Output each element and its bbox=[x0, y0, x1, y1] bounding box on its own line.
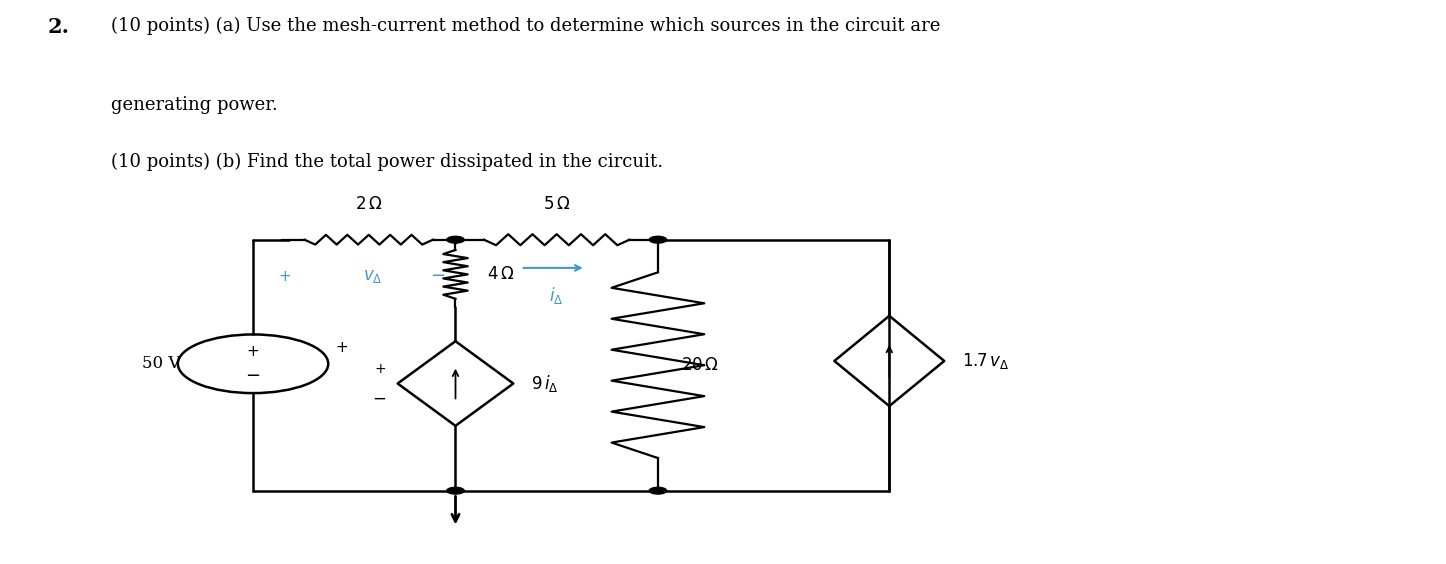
Text: 2.: 2. bbox=[48, 17, 69, 37]
Circle shape bbox=[447, 487, 464, 494]
Text: −: − bbox=[246, 367, 260, 385]
Text: $2\,\Omega$: $2\,\Omega$ bbox=[356, 195, 382, 213]
Text: −: − bbox=[431, 267, 445, 285]
Circle shape bbox=[649, 236, 667, 243]
Text: +: + bbox=[279, 269, 291, 284]
Text: +: + bbox=[375, 362, 386, 376]
Text: $1.7\,v_\Delta$: $1.7\,v_\Delta$ bbox=[962, 351, 1009, 371]
Text: $v_\Delta$: $v_\Delta$ bbox=[363, 267, 383, 285]
Circle shape bbox=[649, 487, 667, 494]
Text: +: + bbox=[247, 344, 259, 359]
Text: $20\,\Omega$: $20\,\Omega$ bbox=[681, 356, 719, 374]
Text: $5\,\Omega$: $5\,\Omega$ bbox=[544, 195, 570, 213]
Text: −: − bbox=[372, 389, 386, 407]
Text: 50 V: 50 V bbox=[142, 355, 181, 372]
Text: $4\,\Omega$: $4\,\Omega$ bbox=[487, 265, 515, 283]
Text: (10 points) (a) Use the mesh-current method to determine which sources in the ci: (10 points) (a) Use the mesh-current met… bbox=[111, 17, 941, 35]
Text: +: + bbox=[335, 340, 348, 355]
Text: $9\,i_\Delta$: $9\,i_\Delta$ bbox=[531, 373, 558, 394]
Text: $i_\Delta$: $i_\Delta$ bbox=[549, 285, 564, 306]
Text: generating power.: generating power. bbox=[111, 96, 278, 114]
Text: (10 points) (b) Find the total power dissipated in the circuit.: (10 points) (b) Find the total power dis… bbox=[111, 152, 664, 170]
Circle shape bbox=[447, 236, 464, 243]
